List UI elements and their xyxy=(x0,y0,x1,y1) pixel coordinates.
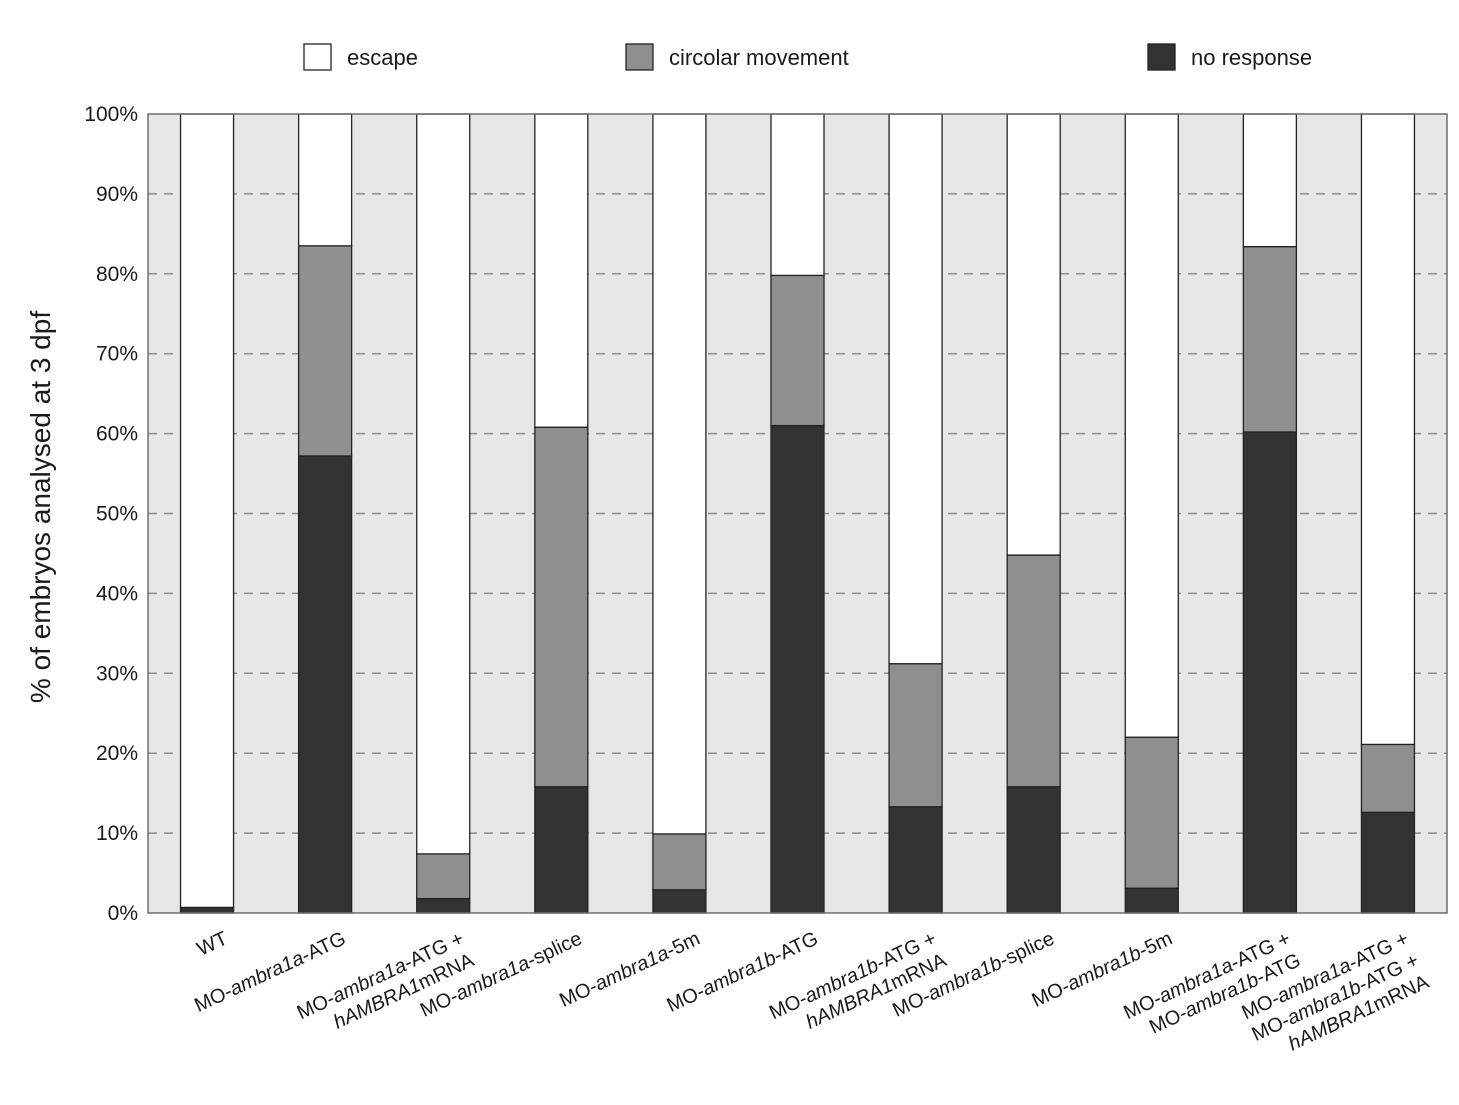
legend-item-escape: escape xyxy=(303,43,418,71)
bar-segment-escape xyxy=(770,113,825,277)
y-axis-ticks: 0% 10% 20% 30% 40% 50% 60% 70% 80% 90% 100% xyxy=(84,103,138,925)
plot-border xyxy=(147,113,1448,914)
bar-segment-no-response xyxy=(888,806,943,914)
bars xyxy=(179,113,1416,914)
bar-segment-escape xyxy=(1006,113,1061,556)
gridlines xyxy=(148,193,1447,834)
y-tick-label: 90% xyxy=(96,183,138,206)
bar-segment-escape xyxy=(179,113,235,909)
bar-segment-circolar-movement xyxy=(1006,554,1061,788)
legend-label: no response xyxy=(1191,45,1312,70)
bar-segment-no-response xyxy=(179,906,235,914)
x-tick-label: WT xyxy=(194,928,231,961)
bar-segment-escape xyxy=(1124,113,1179,738)
legend-swatch xyxy=(625,43,654,71)
bar-segment-escape xyxy=(534,113,589,428)
y-tick-label: 100% xyxy=(84,103,138,126)
x-tick-label-line: WT xyxy=(194,928,231,961)
bar-segment-no-response xyxy=(534,786,589,914)
y-tick-label: 70% xyxy=(96,343,138,366)
bar-segment-escape xyxy=(888,113,943,665)
bar-segment-circolar-movement xyxy=(652,833,707,891)
bar-segment-escape xyxy=(1242,113,1298,248)
y-tick-label: 60% xyxy=(96,423,138,446)
bar-segment-circolar-movement xyxy=(1242,245,1298,433)
bar-segment-no-response xyxy=(416,897,471,914)
bar-segment-escape xyxy=(1360,113,1416,746)
y-tick-label: 0% xyxy=(108,902,138,925)
bar-segment-no-response xyxy=(652,889,707,914)
bar-segment-escape xyxy=(416,113,471,855)
y-axis-label: % of embryos analysed at 3 dpf xyxy=(25,311,56,703)
bar-segment-no-response xyxy=(1006,786,1061,914)
bar-segment-circolar-movement xyxy=(297,245,353,457)
bar-segment-escape xyxy=(652,113,707,835)
bar-segment-circolar-movement xyxy=(888,663,943,808)
legend: escape circolar movement no response xyxy=(303,43,1312,71)
bar-segment-circolar-movement xyxy=(770,274,825,427)
bar-segment-no-response xyxy=(770,424,825,914)
bar-segment-no-response xyxy=(1124,887,1179,914)
legend-label: circolar movement xyxy=(669,45,849,70)
bar-segment-no-response xyxy=(1242,431,1298,914)
bar-segment-circolar-movement xyxy=(1124,736,1179,889)
y-tick-label: 20% xyxy=(96,742,138,765)
y-tick-label: 80% xyxy=(96,263,138,286)
y-tick-label: 10% xyxy=(96,822,138,845)
bar-segment-circolar-movement xyxy=(416,853,471,900)
legend-label: escape xyxy=(347,45,418,70)
legend-item-no-response: no response xyxy=(1147,43,1312,71)
legend-swatch xyxy=(303,43,332,71)
y-tick-label: 50% xyxy=(96,503,138,526)
bar-segment-circolar-movement xyxy=(1360,743,1416,813)
y-tick-label: 40% xyxy=(96,582,138,605)
legend-item-circolar-movement: circolar movement xyxy=(625,43,849,71)
bar-segment-escape xyxy=(297,113,353,247)
bar-segment-circolar-movement xyxy=(534,426,589,788)
legend-swatch xyxy=(1147,43,1176,71)
y-tick-label: 30% xyxy=(96,662,138,685)
x-tick-label: MO-ambra1a-ATG +MO-ambra1b-ATG xyxy=(1120,928,1304,1039)
bar-segment-no-response xyxy=(1360,811,1416,914)
bar-segment-no-response xyxy=(297,455,353,914)
